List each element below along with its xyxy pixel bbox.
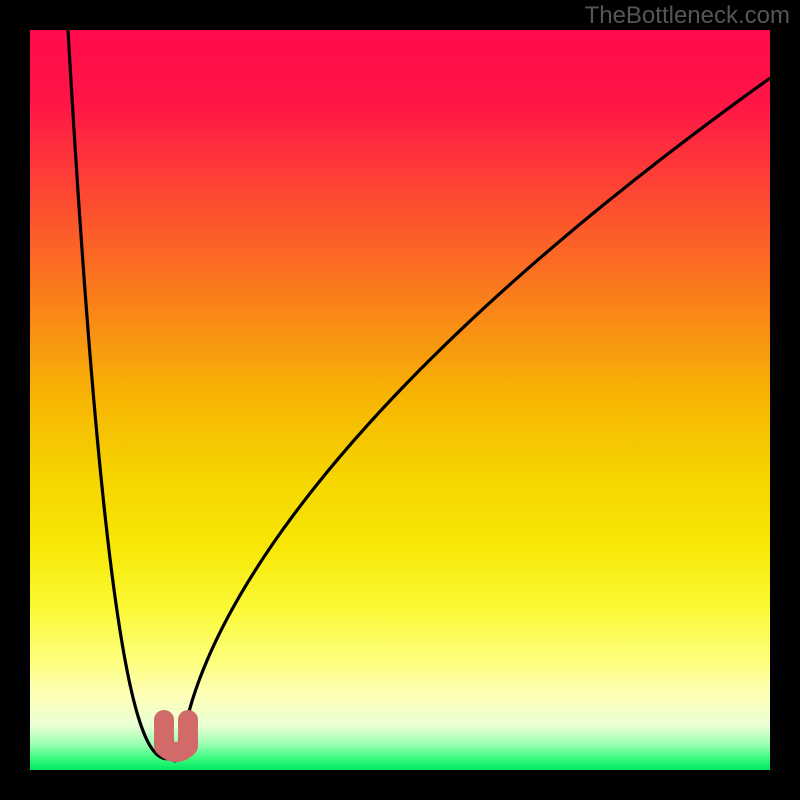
watermark-text: TheBottleneck.com <box>585 0 790 30</box>
chart-container: TheBottleneck.com <box>0 0 800 800</box>
bottleneck-chart-svg <box>0 0 800 800</box>
